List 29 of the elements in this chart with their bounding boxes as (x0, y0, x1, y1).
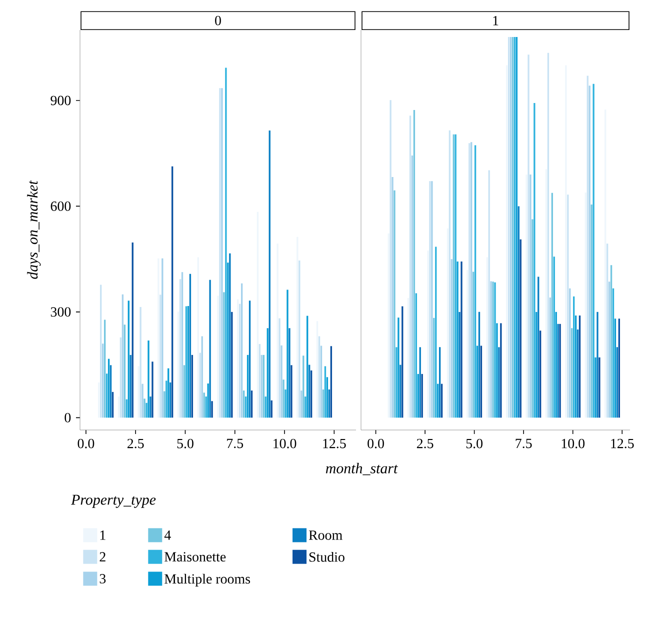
y-tick-label: 900 (50, 96, 71, 106)
legend-label: Maisonette (164, 552, 226, 562)
x-tick-label: 2.5 (416, 438, 434, 448)
chart-title: 1 (493, 16, 498, 26)
legend-label: Multiple rooms (164, 574, 250, 586)
y-axis-title: days_on_market (27, 180, 41, 279)
x-tick-label: 10.0 (562, 438, 585, 448)
x-tick-label: 5.0 (177, 438, 194, 448)
legend-label: Studio (309, 552, 344, 562)
x-tick-label: 0.0 (78, 438, 94, 448)
x-tick-label: 0.0 (368, 438, 384, 448)
x-tick-label: 10.0 (274, 438, 296, 448)
x-tick-label: 2.5 (127, 438, 144, 448)
x-tick-label: 5.0 (466, 438, 482, 448)
legend-label: 3 (100, 574, 106, 584)
legend-label: 2 (100, 552, 106, 562)
x-tick-label: 12.5 (323, 438, 346, 448)
x-tick-label: 7.5 (227, 438, 244, 448)
x-tick-label: 7.5 (516, 438, 532, 448)
legend-label: 1 (100, 530, 106, 540)
y-tick-label: 0 (64, 412, 71, 422)
legend-title: Property_type (70, 494, 156, 508)
legend-label: 4 (164, 530, 171, 540)
x-tick-label: 12.5 (611, 438, 634, 448)
legend-label: Room (308, 530, 342, 540)
y-tick-label: 600 (50, 201, 71, 211)
x-axis-title: month_start (326, 462, 398, 476)
y-tick-label: 300 (50, 307, 71, 317)
chart-title: 0 (215, 16, 221, 26)
